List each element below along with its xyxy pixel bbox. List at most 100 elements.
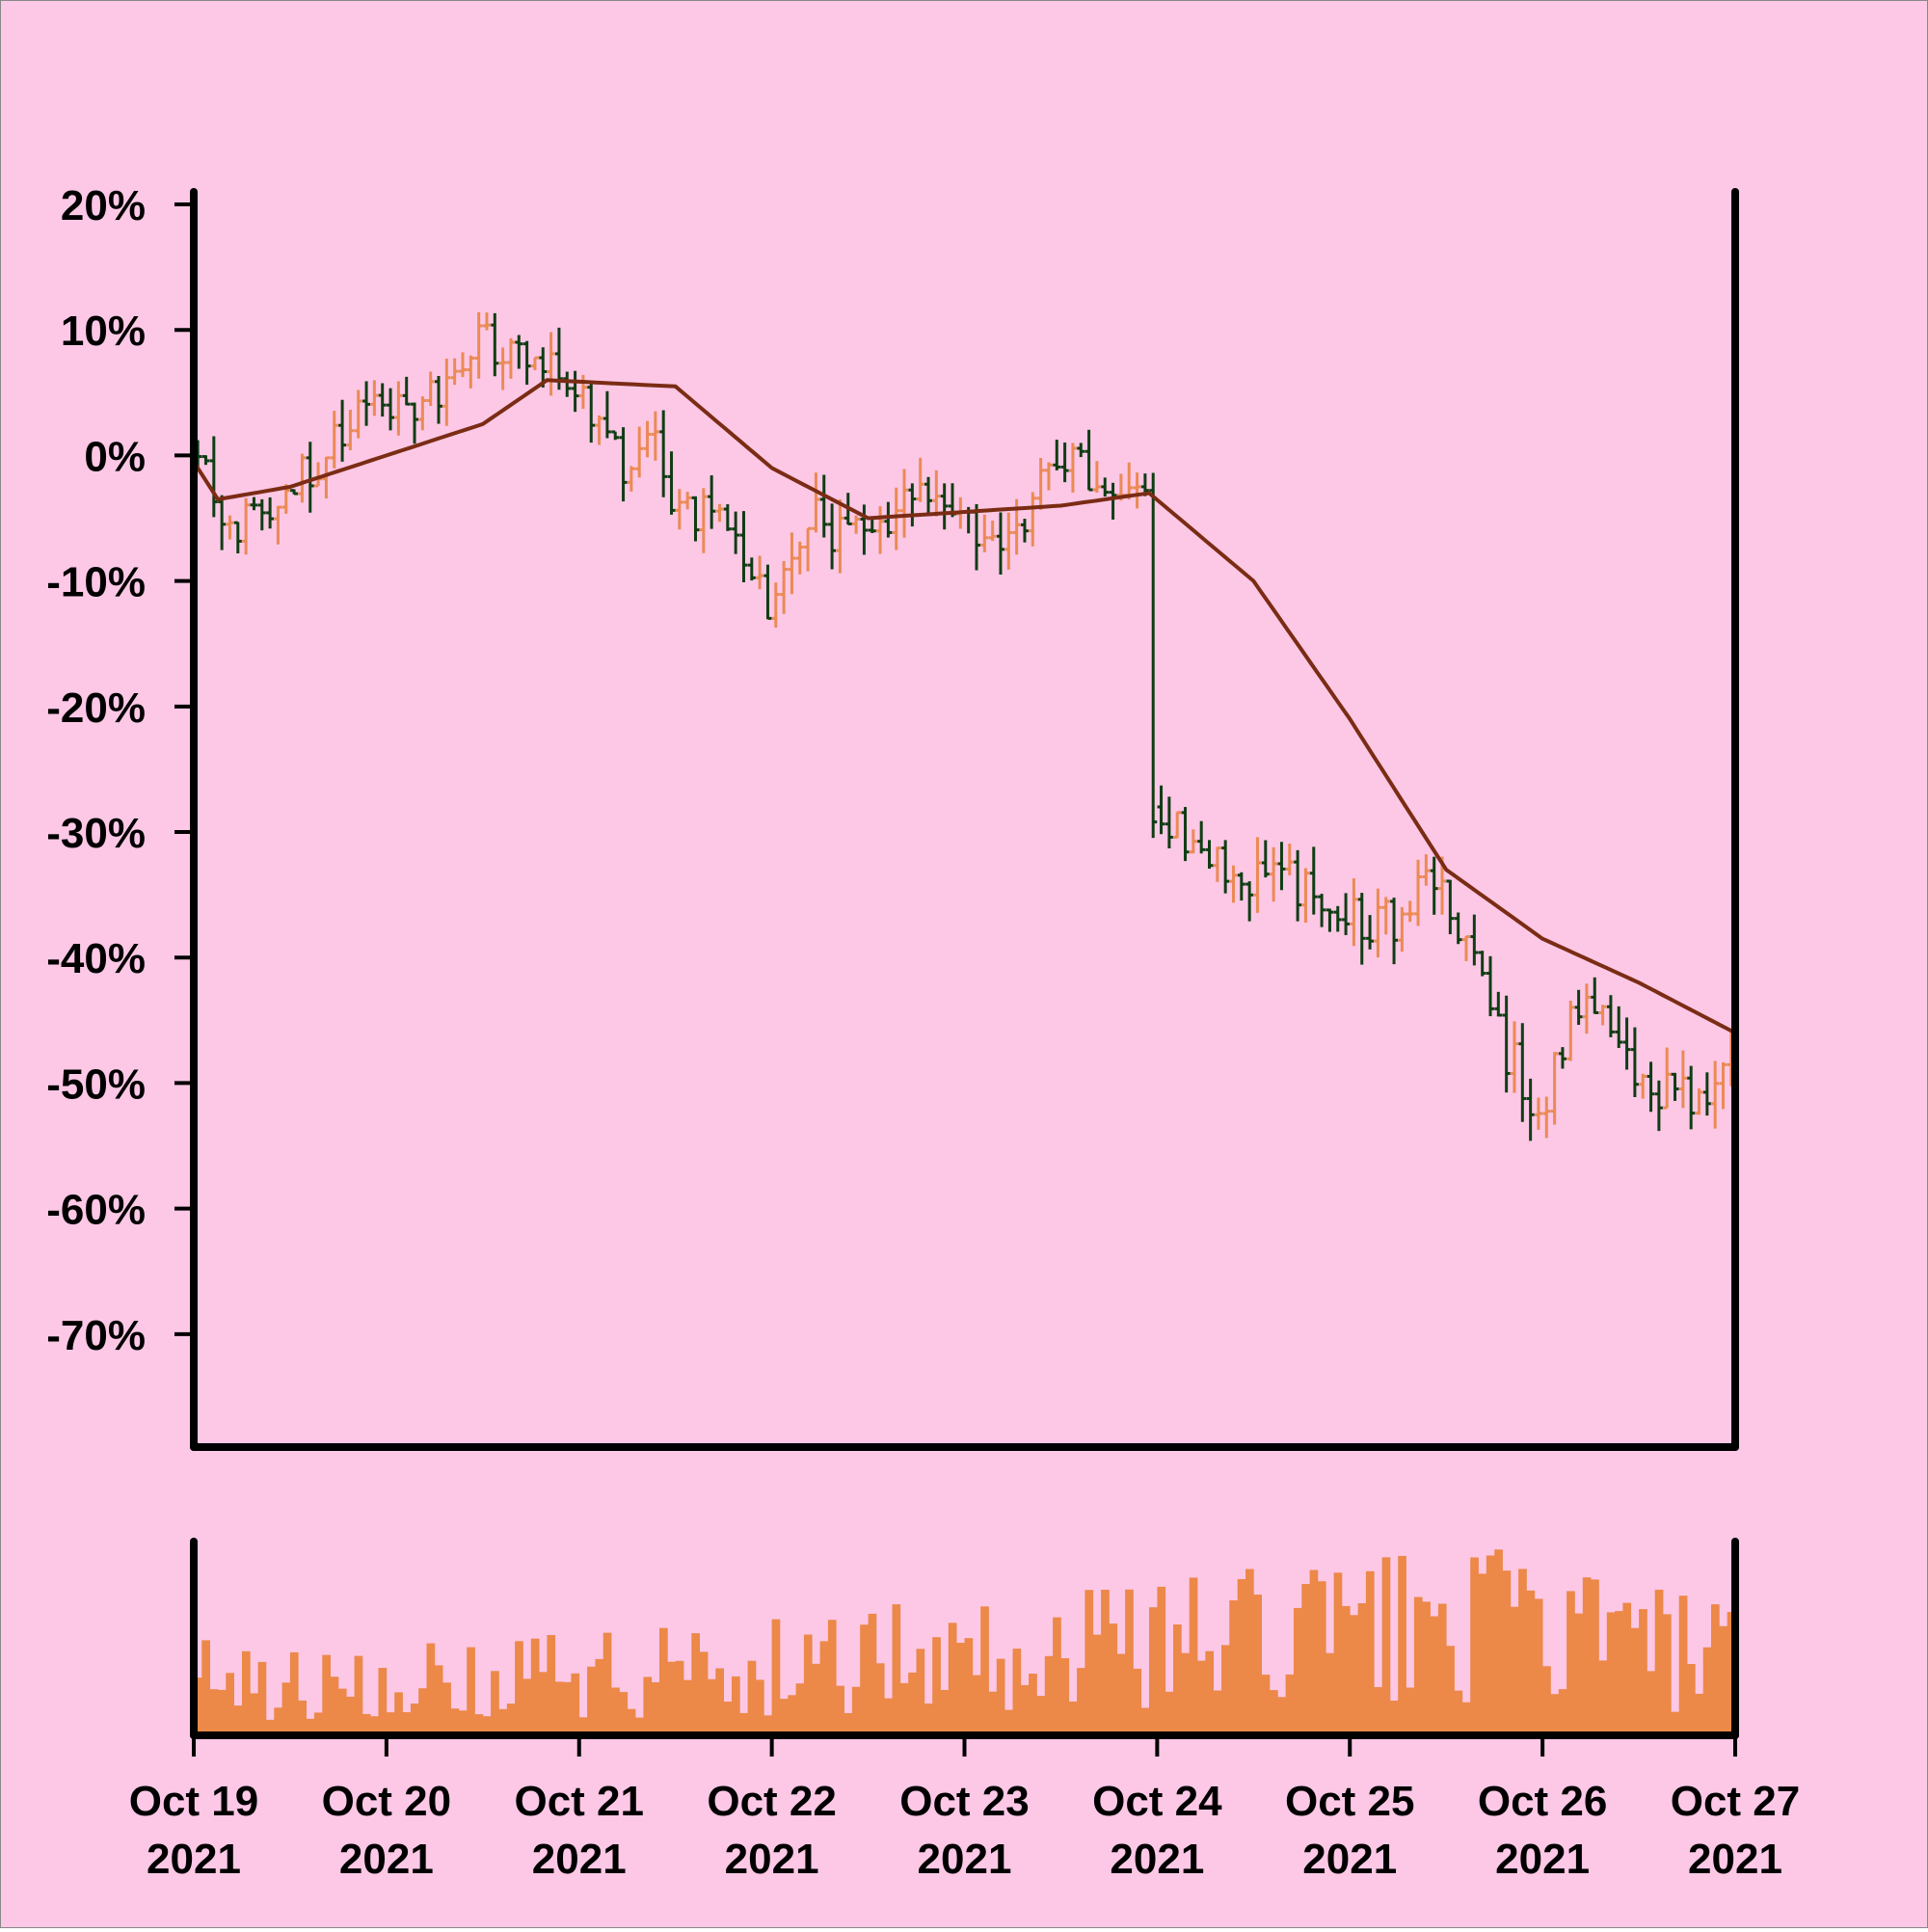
ohlc-bar — [1294, 849, 1302, 922]
volume-bar — [1510, 1606, 1519, 1735]
ohlc-bar — [1366, 915, 1375, 950]
y-axis-ticks: 20% 10% 0% -10% -20% -30% -40% -50% -60% -70% — [46, 182, 194, 1359]
ohlc-bar — [1654, 1080, 1663, 1132]
volume-bar — [771, 1619, 781, 1735]
volume-bar — [201, 1640, 210, 1735]
ohlc-bar — [732, 511, 740, 554]
volume-bar — [699, 1651, 709, 1735]
volume-bar — [916, 1649, 925, 1735]
volume-bar — [467, 1647, 475, 1735]
volume-bar — [602, 1632, 612, 1735]
volume-bar — [1341, 1605, 1351, 1735]
volume-bar — [1205, 1650, 1214, 1735]
ohlc-bar — [1285, 844, 1294, 875]
volume-bar — [1109, 1623, 1118, 1735]
volume-bar — [1639, 1609, 1647, 1735]
x-tick-label-month: Oct 19 — [129, 1778, 259, 1825]
volume-bar — [426, 1643, 436, 1735]
ohlc-bar — [1301, 868, 1310, 924]
volume-bar — [337, 1688, 347, 1735]
ohlc-bar — [836, 498, 844, 574]
ohlc-bar — [1350, 878, 1358, 947]
volume-bar — [619, 1692, 629, 1735]
ohlc-bar — [411, 402, 419, 444]
volume-bar — [491, 1671, 499, 1735]
volume-bar — [578, 1717, 588, 1735]
y-tick-label: -20% — [46, 684, 146, 732]
ohlc-bar — [1237, 872, 1245, 901]
ohlc-bar — [1261, 840, 1270, 878]
volume-bar — [1413, 1597, 1423, 1735]
ohlc-bar — [547, 332, 555, 396]
ohlc-bar — [667, 451, 676, 515]
ohlc-bar — [378, 383, 387, 417]
ohlc-bar — [1671, 1072, 1679, 1101]
ohlc-bar — [1213, 846, 1221, 882]
ohlc-bar — [683, 492, 692, 510]
ohlc-bar — [522, 340, 531, 386]
volume-bar — [1277, 1697, 1286, 1735]
volume-bar — [1157, 1586, 1166, 1735]
volume-bar — [1526, 1590, 1536, 1735]
x-tick-label-year: 2021 — [532, 1836, 627, 1883]
x-tick-label-year: 2021 — [918, 1836, 1012, 1883]
volume-bar — [1357, 1603, 1367, 1735]
ohlc-bar — [402, 376, 411, 406]
ohlc-bar — [788, 532, 796, 595]
volume-bar — [611, 1687, 620, 1735]
volume-bar — [1398, 1555, 1406, 1735]
volume-bar — [1430, 1616, 1439, 1735]
ohlc-bar — [322, 456, 331, 499]
ohlc-bar — [1430, 856, 1438, 915]
volume-bar — [1486, 1555, 1495, 1735]
ohlc-bar — [587, 382, 596, 443]
volume-bar — [739, 1712, 748, 1735]
volume-bar — [1181, 1652, 1191, 1735]
volume-bar — [627, 1708, 636, 1735]
ohlc-bar — [387, 388, 395, 431]
volume-bar — [194, 1677, 202, 1735]
volume-bar — [1622, 1602, 1632, 1735]
volume-bar — [932, 1637, 941, 1735]
ohlc-bar — [1197, 820, 1206, 854]
ohlc-bar — [924, 476, 933, 514]
ohlc-bar — [1606, 995, 1615, 1037]
volume-bar — [386, 1712, 395, 1735]
ohlc-bar — [1558, 1047, 1566, 1069]
volume-bar — [539, 1672, 548, 1735]
volume-bar — [1309, 1570, 1319, 1735]
volume-bar — [844, 1713, 853, 1735]
ohlc-bar — [819, 474, 828, 538]
volume-bar — [1558, 1689, 1567, 1735]
y-tick-label: -40% — [46, 935, 146, 982]
volume-bars — [194, 1549, 1736, 1735]
volume-bar — [723, 1702, 733, 1735]
volume-bar — [1237, 1579, 1246, 1735]
volume-bar — [1381, 1557, 1391, 1735]
volume-bar — [980, 1606, 989, 1735]
volume-bar — [1654, 1589, 1664, 1735]
volume-bar — [1140, 1707, 1150, 1735]
volume-bar — [651, 1681, 660, 1735]
ohlc-bar — [611, 430, 620, 441]
volume-bar — [1077, 1668, 1085, 1735]
volume-bar — [1317, 1581, 1326, 1735]
ohlc-bar — [756, 555, 764, 590]
volume-bar — [643, 1677, 653, 1735]
volume-bar — [860, 1624, 869, 1735]
ohlc-bar — [467, 355, 475, 389]
ohlc-bar — [226, 515, 234, 540]
ohlc-bar — [571, 370, 579, 413]
y-tick-label: -50% — [46, 1060, 146, 1108]
volume-bar — [1582, 1577, 1592, 1735]
volume-bar — [1671, 1711, 1680, 1735]
volume-bar — [330, 1677, 339, 1735]
ohlc-bar — [1647, 1061, 1655, 1113]
ohlc-bar — [1036, 457, 1045, 510]
ohlc-bar — [418, 396, 427, 431]
volume-bar — [233, 1705, 243, 1735]
ohlc-bar — [209, 436, 218, 518]
volume-bar — [1702, 1647, 1712, 1735]
ohlc-bar — [1318, 894, 1326, 927]
ohlc-bar — [491, 312, 499, 377]
